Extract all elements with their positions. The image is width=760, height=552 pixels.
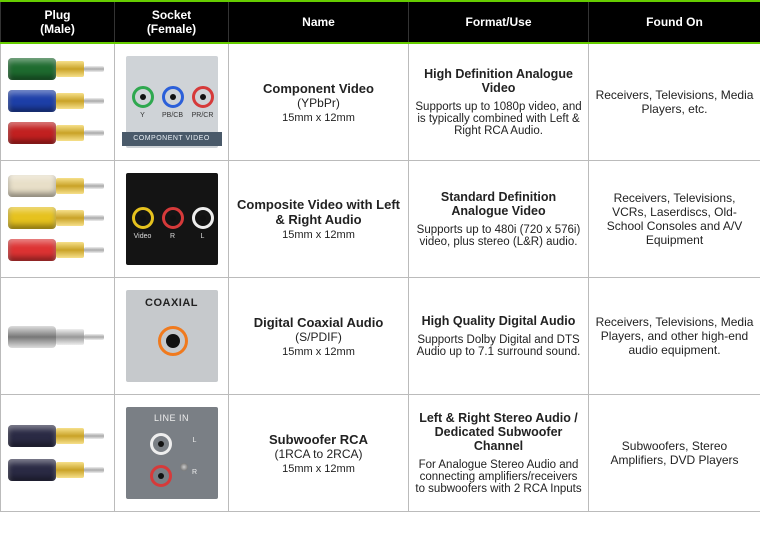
socket-cell: VideoRL [115, 161, 229, 278]
socket-cell: LINE INLR [115, 395, 229, 512]
table-row: VideoRLComposite Video with Left & Right… [1, 161, 760, 278]
connector-name: Component Video [235, 81, 402, 96]
connector-sub: (YPbPr) [235, 96, 402, 110]
format-desc: Supports up to 1080p video, and is typic… [415, 101, 582, 137]
format-cell: Standard Definition Analogue Video Suppor… [409, 161, 589, 278]
connector-dim: 15mm x 12mm [235, 112, 402, 124]
col-format: Format/Use [409, 1, 589, 43]
format-title: High Definition Analogue Video [415, 67, 582, 95]
table-header: Plug(Male) Socket(Female) Name Format/Us… [1, 1, 760, 43]
col-socket: Socket(Female) [115, 1, 229, 43]
found-cell: Subwoofers, Stereo Amplifiers, DVD Playe… [589, 395, 760, 512]
found-cell: Receivers, Televisions, Media Players, e… [589, 43, 760, 161]
connector-dim: 15mm x 12mm [235, 463, 402, 475]
found-cell: Receivers, Televisions, VCRs, Laserdiscs… [589, 161, 760, 278]
connector-sub: (1RCA to 2RCA) [235, 447, 402, 461]
socket-cell: COMPONENT VIDEOYPB/CBPR/CR [115, 43, 229, 161]
connector-table: Plug(Male) Socket(Female) Name Format/Us… [0, 0, 760, 512]
connector-name: Digital Coaxial Audio [235, 315, 402, 330]
plug-cell [1, 161, 115, 278]
table-row: COMPONENT VIDEOYPB/CBPR/CRComponent Vide… [1, 43, 760, 161]
found-cell: Receivers, Televisions, Media Players, a… [589, 278, 760, 395]
connector-sub: (S/PDIF) [235, 330, 402, 344]
name-cell: Digital Coaxial Audio(S/PDIF) 15mm x 12mm [229, 278, 409, 395]
table-body: COMPONENT VIDEOYPB/CBPR/CRComponent Vide… [1, 43, 760, 512]
plug-cell [1, 278, 115, 395]
plug-cell [1, 395, 115, 512]
format-title: Left & Right Stereo Audio / Dedicated Su… [415, 411, 582, 453]
col-plug: Plug(Male) [1, 1, 115, 43]
connector-dim: 15mm x 12mm [235, 229, 402, 241]
format-desc: For Analogue Stereo Audio and connecting… [415, 459, 582, 495]
name-cell: Subwoofer RCA(1RCA to 2RCA) 15mm x 12mm [229, 395, 409, 512]
format-cell: High Quality Digital Audio Supports Dolby… [409, 278, 589, 395]
name-cell: Composite Video with Left & Right Audio 1… [229, 161, 409, 278]
format-cell: High Definition Analogue Video Supports u… [409, 43, 589, 161]
connector-dim: 15mm x 12mm [235, 346, 402, 358]
table-row: LINE INLR Subwoofer RCA(1RCA to 2RCA) 15mm… [1, 395, 760, 512]
format-desc: Supports up to 480i (720 x 576i) video, … [415, 224, 582, 248]
plug-cell [1, 43, 115, 161]
format-cell: Left & Right Stereo Audio / Dedicated Su… [409, 395, 589, 512]
socket-cell: COAXIAL [115, 278, 229, 395]
connector-name: Composite Video with Left & Right Audio [235, 197, 402, 227]
table-row: COAXIAL Digital Coaxial Audio(S/PDIF) 15mm… [1, 278, 760, 395]
name-cell: Component Video(YPbPr) 15mm x 12mm [229, 43, 409, 161]
col-found: Found On [589, 1, 760, 43]
format-title: Standard Definition Analogue Video [415, 190, 582, 218]
connector-name: Subwoofer RCA [235, 432, 402, 447]
format-desc: Supports Dolby Digital and DTS Audio up … [415, 334, 582, 358]
format-title: High Quality Digital Audio [415, 314, 582, 328]
col-name: Name [229, 1, 409, 43]
